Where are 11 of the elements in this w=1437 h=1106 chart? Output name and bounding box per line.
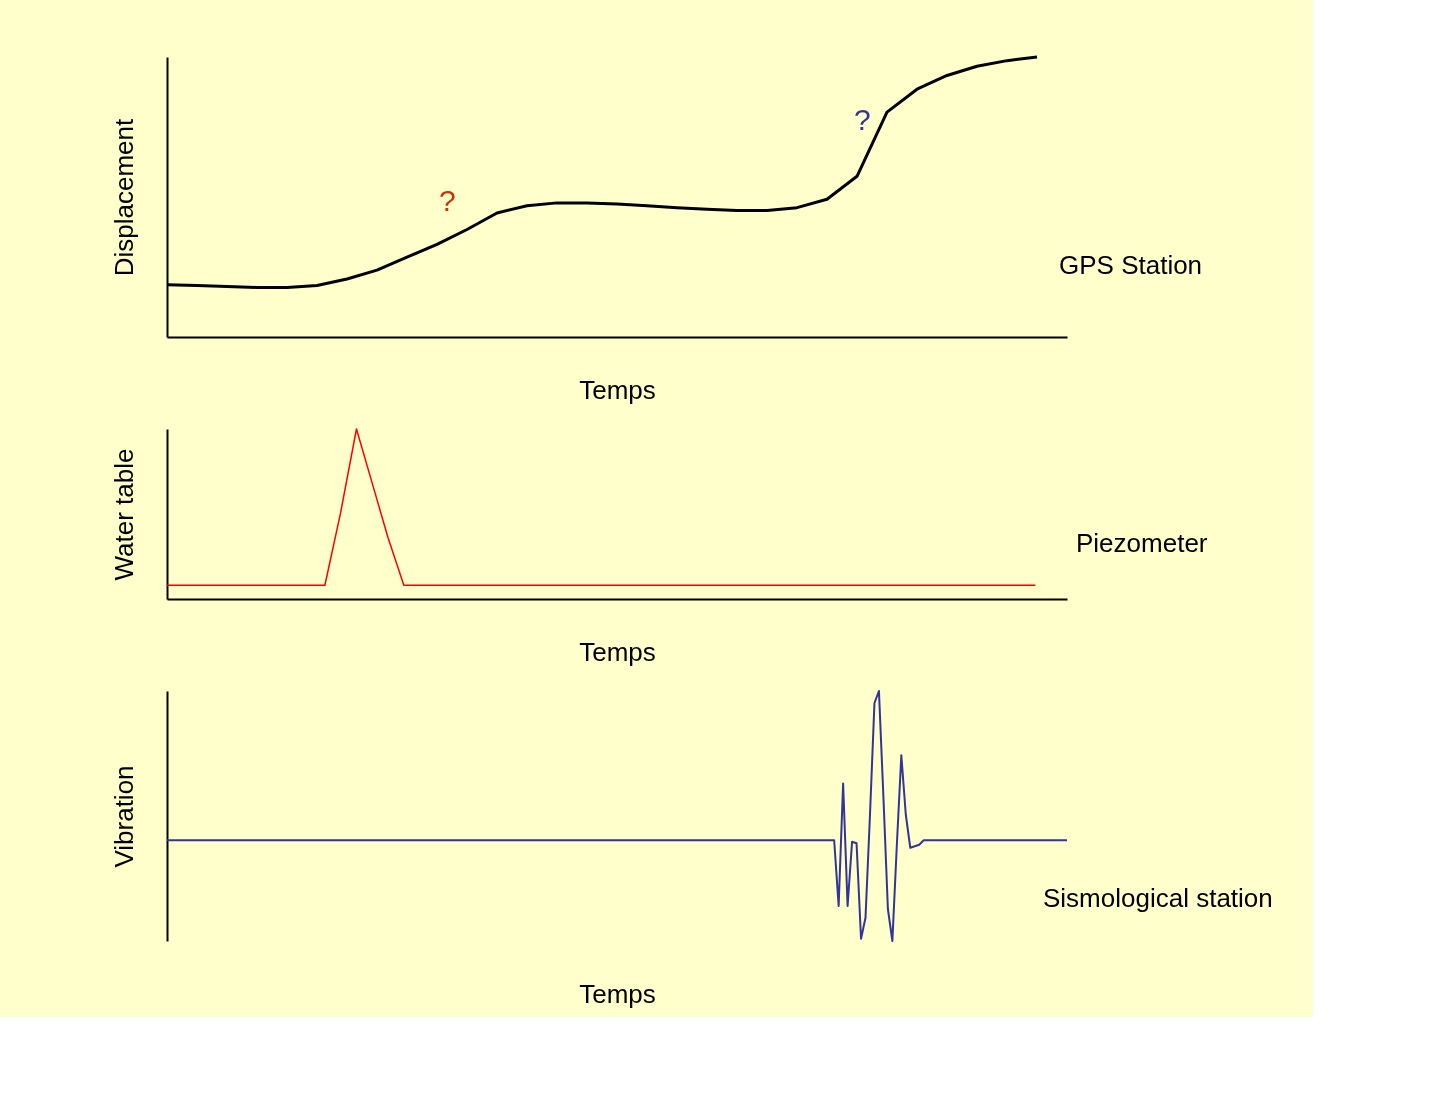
y-axis-title: Vibration xyxy=(108,765,139,868)
text: Piezometer xyxy=(1076,528,1208,558)
x-axis-title: Temps xyxy=(579,978,656,1009)
annotation: ? xyxy=(854,103,871,136)
annotation: GPS Station xyxy=(1059,250,1203,280)
annotation: ? xyxy=(439,184,456,217)
x-axis-title: Temps xyxy=(579,374,656,405)
annotation: Sismological station xyxy=(1043,883,1273,913)
y-axis-title: Water table xyxy=(108,448,139,581)
x-axis-title: Temps xyxy=(579,636,656,667)
y-axis-title: Displacement xyxy=(108,117,139,277)
